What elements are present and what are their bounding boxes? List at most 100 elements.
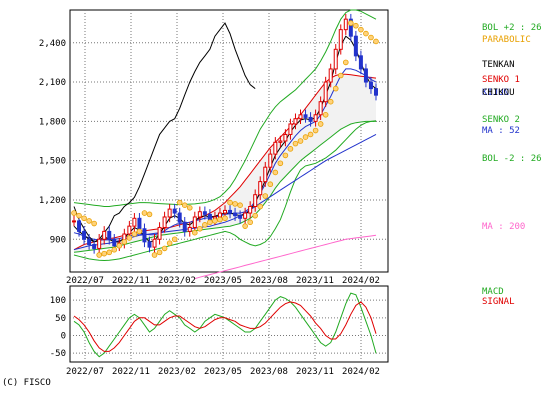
parabolic-dot-9: [116, 243, 123, 249]
x-tick-label-bottom-1: 2022/11: [112, 367, 150, 377]
candle-body-59: [368, 81, 373, 90]
candle-body-43: [288, 123, 293, 135]
parabolic-dot-10: [121, 239, 128, 245]
parabolic-dot-16: [151, 252, 158, 258]
legend-item-2: TENKAN: [482, 60, 515, 70]
candle-body-50: [323, 81, 328, 103]
macd-legend-item-0: MACD: [482, 287, 504, 297]
axis-labels: 2022/07 2022/07 2022/11 2022/11 2023/02 2023/…: [39, 39, 380, 377]
legend-item-1: PARABOLIC: [482, 35, 531, 45]
candle-body-52: [333, 48, 338, 70]
candle-body-36: [253, 194, 258, 208]
parabolic-dot-49: [317, 121, 324, 127]
parabolic-dot-44: [292, 140, 299, 147]
candle-body-49: [318, 101, 323, 116]
x-tick-label-top-5: 2023/11: [296, 276, 334, 286]
parabolic-dot-2: [81, 215, 87, 222]
x-tick-label-top-0: 2022/07: [66, 276, 104, 286]
parabolic-dot-51: [327, 98, 334, 105]
legend-item-7: MA : 52: [482, 126, 520, 136]
x-tick-label-bottom-4: 2023/08: [250, 367, 288, 377]
legend-item-4: KIJUN: [482, 88, 509, 98]
candle-body-54: [343, 18, 348, 31]
x-tick-label-bottom-0: 2022/07: [66, 367, 104, 377]
candle-body-26: [202, 211, 207, 215]
parabolic-dot-46: [302, 134, 309, 140]
macd-grid: [70, 286, 388, 362]
candle-body-53: [338, 29, 343, 50]
candle-body-38: [263, 166, 268, 183]
parabolic-dot-38: [262, 193, 269, 199]
parabolic-dot-8: [111, 246, 118, 253]
parabolic-dot-17: [156, 249, 163, 256]
candle-body-2: [82, 230, 87, 240]
candle-body-16: [152, 238, 157, 248]
legend-item-5: CHIKOU: [482, 88, 515, 98]
candle-body-39: [268, 153, 273, 168]
parabolic-dot-27: [207, 219, 213, 226]
legend: BOL +2 : 26 PARABOLIC TENKAN SENKO 1 KIJUNCH…: [482, 23, 542, 307]
candle-body-48: [313, 114, 318, 122]
candle-body-30: [223, 209, 227, 214]
candle-body-45: [298, 114, 303, 120]
parabolic-dot-11: [126, 235, 133, 241]
candle-body-35: [248, 206, 253, 214]
legend-item-3: SENKO 1: [482, 75, 520, 85]
candle-body-32: [233, 212, 238, 217]
main-y-tick-label-3: 1,500: [39, 157, 66, 167]
parabolic-dot-18: [161, 245, 168, 252]
parabolic-dot-23: [186, 205, 193, 211]
legend-item-8: BOL -2 : 26: [482, 154, 542, 164]
parabolic-dot-50: [322, 112, 329, 118]
candle-body-27: [207, 213, 212, 221]
candle-body-15: [147, 241, 152, 248]
parabolic-dot-25: [197, 225, 203, 232]
x-tick-label-bottom-3: 2023/05: [204, 367, 242, 377]
candle-body-11: [127, 225, 132, 235]
parabolic-dot-30: [222, 215, 228, 222]
parabolic-dot-39: [267, 181, 274, 188]
parabolic-dot-32: [232, 201, 238, 207]
main-series: [71, 9, 379, 280]
macd-y-tick-label-1: 50: [55, 314, 66, 324]
parabolic-dot-3: [86, 218, 92, 224]
parabolic-dot-34: [242, 223, 248, 229]
parabolic-dot-36: [252, 212, 259, 219]
candle-body-20: [172, 208, 177, 214]
candle-body-47: [308, 116, 313, 122]
main-y-tick-label-2: 1,800: [39, 117, 66, 127]
parabolic-dot-21: [176, 199, 183, 206]
parabolic-dot-40: [272, 169, 279, 176]
parabolic-dot-0: [71, 210, 77, 216]
macd-legend-item-1: SIGNAL: [482, 297, 515, 307]
parabolic-dot-28: [212, 218, 218, 224]
parabolic-dot-60: [373, 38, 379, 45]
candle-body-7: [107, 230, 112, 240]
parabolic-dot-15: [146, 211, 153, 218]
candle-body-19: [167, 208, 172, 218]
candle-body-60: [374, 88, 378, 96]
parabolic-dot-14: [141, 210, 148, 216]
candle-body-33: [238, 215, 243, 219]
candle-body-34: [243, 212, 248, 219]
parabolic-dot-37: [257, 203, 264, 210]
parabolic-dot-41: [277, 160, 284, 167]
parabolic-dot-43: [287, 146, 294, 152]
parabolic-dot-55: [348, 20, 354, 26]
parabolic-dot-22: [181, 202, 188, 208]
main-y-tick-label-5: 900: [50, 235, 66, 245]
parabolic-dot-19: [166, 240, 173, 246]
parabolic-dot-7: [106, 249, 113, 256]
candle-body-44: [293, 118, 298, 125]
candle-body-55: [348, 18, 353, 37]
parabolic-dot-20: [171, 236, 178, 243]
parabolic-dot-31: [227, 199, 233, 206]
candle-body-4: [92, 243, 97, 249]
macd-y-tick-label-3: -50: [50, 349, 66, 359]
bollinger-lower-line: [73, 120, 377, 262]
x-tick-label-top-6: 2024/02: [342, 276, 380, 286]
main-y-tick-label-0: 2,400: [39, 39, 66, 49]
candle-body-24: [192, 216, 197, 228]
candle-body-56: [353, 35, 358, 57]
